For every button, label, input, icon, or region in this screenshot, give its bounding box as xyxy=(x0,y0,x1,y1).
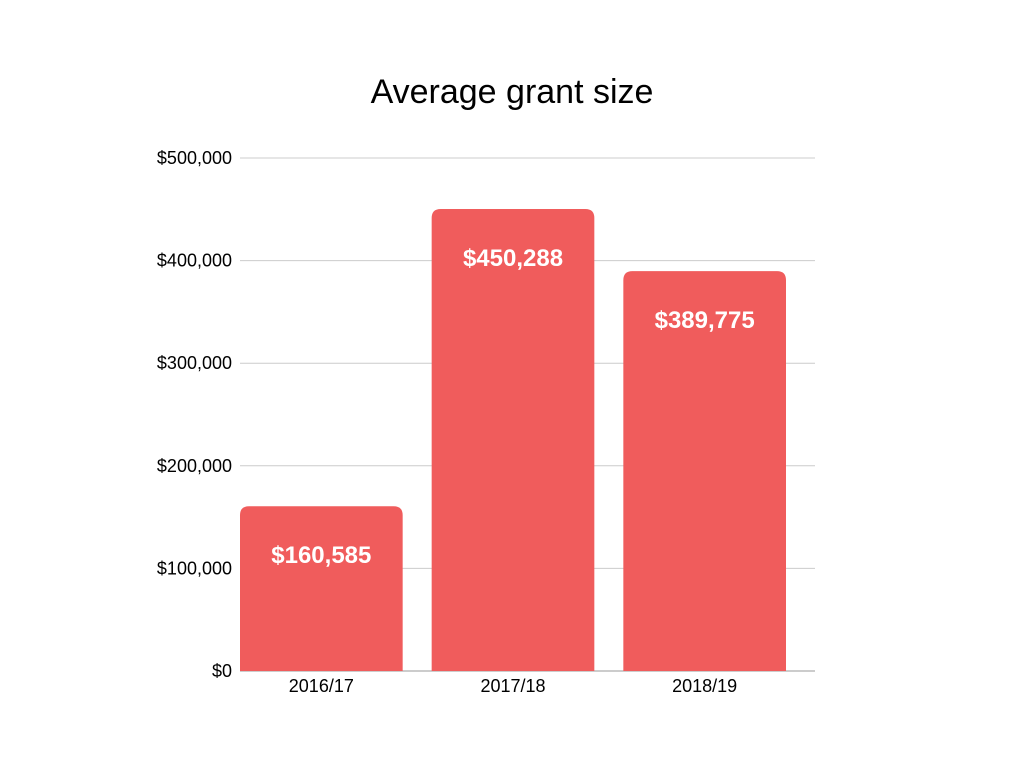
x-tick-label: 2017/18 xyxy=(480,676,545,696)
bar xyxy=(431,209,595,671)
x-tick-label: 2018/19 xyxy=(672,676,737,696)
data-labels: $160,585 $450,288 $389,775 xyxy=(271,245,754,569)
y-tick-label: $300,000 xyxy=(157,353,232,373)
x-tick-label: 2016/17 xyxy=(289,676,354,696)
bar xyxy=(240,506,403,671)
bar xyxy=(623,271,786,671)
bars xyxy=(240,209,786,671)
y-tick-label: $500,000 xyxy=(157,148,232,168)
x-axis-ticks: 2016/17 2017/18 2018/19 xyxy=(289,676,737,696)
y-tick-label: $200,000 xyxy=(157,456,232,476)
y-tick-label: $400,000 xyxy=(157,251,232,271)
chart-title: Average grant size xyxy=(371,73,654,111)
y-axis-ticks: $0 $100,000 $200,000 $300,000 $400,000 $500,0… xyxy=(157,148,232,681)
data-label: $450,288 xyxy=(463,245,563,272)
data-label: $160,585 xyxy=(271,542,371,569)
y-tick-label: $100,000 xyxy=(157,558,232,578)
data-label: $389,775 xyxy=(655,307,755,334)
y-tick-label: $0 xyxy=(212,661,232,681)
